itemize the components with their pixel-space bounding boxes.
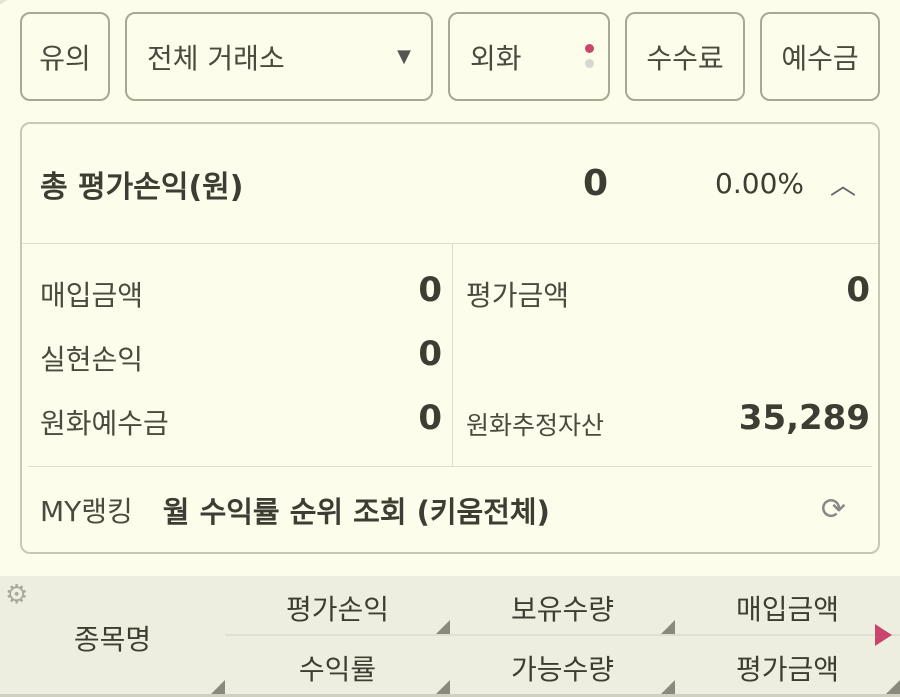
header-purchase-amount[interactable]: 매입금액 <box>735 593 840 626</box>
total-pl-title: 총 평가손익(원) <box>40 169 244 205</box>
caution-button[interactable]: 유의 <box>20 12 110 101</box>
deposit-button[interactable]: 예수금 <box>760 12 880 101</box>
caution-label: 유의 <box>39 41 91 75</box>
exchange-label: 전체 거래소 <box>147 41 285 75</box>
header-eval-pl[interactable]: 평가손익 <box>285 593 390 626</box>
sort-corner-icon <box>211 680 225 694</box>
krw-deposit-value: 0 <box>418 398 442 438</box>
sort-corner-icon <box>661 620 675 634</box>
summary-header[interactable]: 총 평가손익(원) 0 0.00% ︿ <box>22 124 878 244</box>
scroll-right-arrow-icon[interactable] <box>875 624 892 646</box>
krw-assets-value: 35,289 <box>738 398 870 438</box>
ranking-row[interactable]: MY랭킹 월 수익률 순위 조회 (키움전체) ⟳ <box>28 466 872 552</box>
sort-corner-icon <box>661 680 675 694</box>
realized-label: 실현손익 <box>40 343 144 376</box>
total-pl-rate: 0.00% <box>715 167 804 200</box>
header-divider <box>225 634 900 636</box>
header-return-rate[interactable]: 수익률 <box>298 653 377 686</box>
purchase-value: 0 <box>418 270 442 310</box>
dot-active-icon <box>585 44 594 53</box>
krw-deposit-label: 원화예수금 <box>40 407 169 440</box>
summary-panel: 총 평가손익(원) 0 0.00% ︿ 매입금액 0 평가금액 0 실현손익 0… <box>20 122 880 554</box>
collapse-chevron-icon[interactable]: ︿ <box>829 171 856 201</box>
details-grid: 매입금액 0 평가금액 0 실현손익 0 원화예수금 0 원화추정자산 35,2… <box>22 244 878 466</box>
deposit-label: 예수금 <box>781 41 859 75</box>
sort-corner-icon <box>886 680 900 694</box>
gear-icon[interactable]: ⚙ <box>5 580 29 610</box>
dot-inactive-icon <box>585 59 594 68</box>
divider <box>452 244 453 466</box>
krw-assets-label: 원화추정자산 <box>466 411 605 440</box>
toggle-indicator <box>585 44 594 68</box>
ranking-label: MY랭킹 <box>40 494 133 528</box>
exchange-select[interactable]: 전체 거래소 ▼ <box>125 12 433 101</box>
sort-corner-icon <box>436 620 450 634</box>
eval-value: 0 <box>846 270 870 310</box>
fee-label: 수수료 <box>646 41 724 75</box>
realized-value: 0 <box>418 334 442 374</box>
dropdown-arrow-icon: ▼ <box>397 46 411 67</box>
fee-button[interactable]: 수수료 <box>625 12 745 101</box>
foreign-currency-button[interactable]: 외화 <box>448 12 610 101</box>
total-pl-value: 0 <box>582 163 608 204</box>
eval-label: 평가금액 <box>466 279 570 312</box>
foreign-label: 외화 <box>470 41 522 75</box>
purchase-label: 매입금액 <box>40 279 144 312</box>
refresh-icon[interactable]: ⟳ <box>820 492 846 527</box>
table-header: ⚙ 종목명 평가손익 보유수량 매입금액 수익률 가능수량 평가금액 <box>0 576 900 697</box>
corner-decoration <box>0 0 22 8</box>
header-eval-amount[interactable]: 평가금액 <box>735 653 840 686</box>
ranking-text[interactable]: 월 수익률 순위 조회 (키움전체) <box>162 494 550 529</box>
sort-corner-icon <box>436 680 450 694</box>
header-name[interactable]: 종목명 <box>73 623 152 656</box>
header-holding-qty[interactable]: 보유수량 <box>510 593 615 626</box>
header-available-qty[interactable]: 가능수량 <box>510 653 615 686</box>
